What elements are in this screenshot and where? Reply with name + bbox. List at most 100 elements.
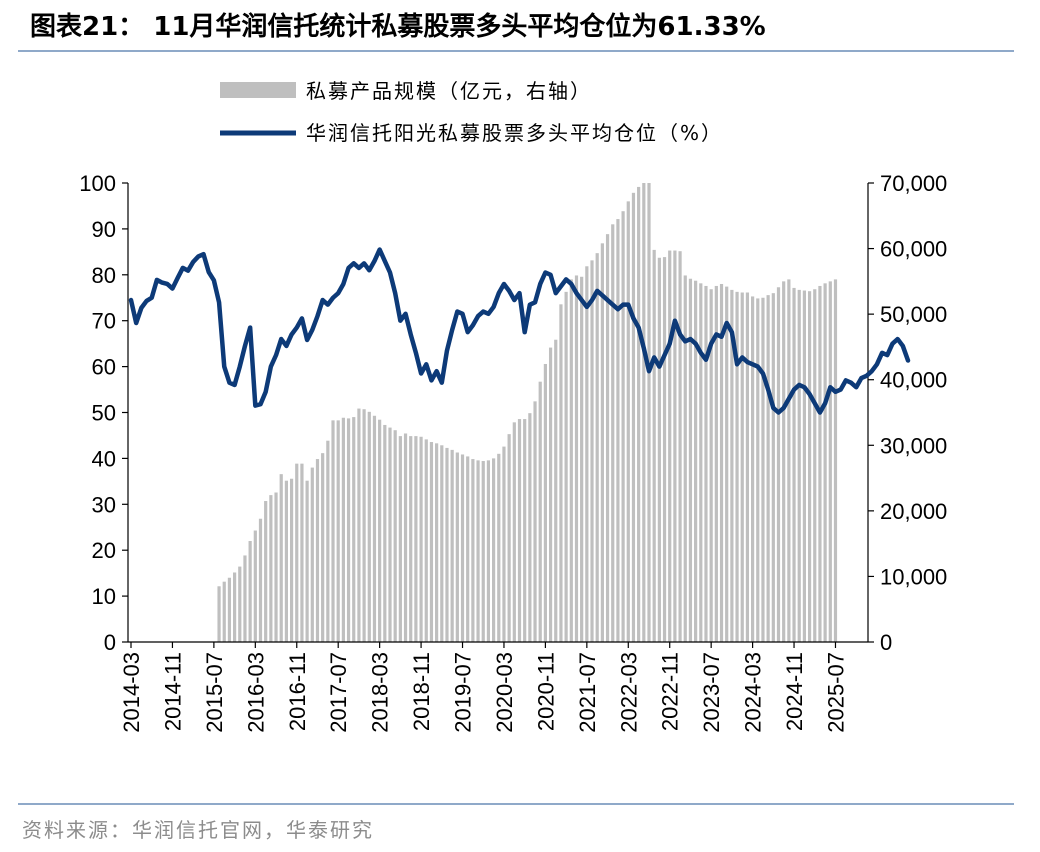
x-tick-label: 2022-03 [616, 652, 641, 733]
bar [771, 293, 775, 642]
bar [823, 283, 827, 642]
bar [289, 478, 294, 642]
y-left-tick-label: 20 [92, 538, 116, 563]
bar [238, 566, 242, 642]
bar [657, 257, 661, 642]
bar [321, 453, 325, 642]
bar [792, 287, 796, 642]
bar [455, 452, 459, 642]
bar [756, 298, 760, 642]
y-left-tick-label: 30 [92, 492, 116, 517]
bar [300, 463, 304, 642]
bar [486, 460, 491, 642]
x-tick-label: 2017-07 [326, 652, 351, 733]
bar [352, 417, 356, 642]
bar [683, 275, 687, 642]
y-right-tick-label: 10,000 [880, 564, 947, 589]
bar [429, 442, 434, 642]
legend-line-label: 华润信托阳光私募股票多头平均仓位（%） [306, 121, 723, 145]
bar [590, 260, 594, 642]
bar [766, 295, 770, 642]
bar [507, 434, 511, 642]
bar [637, 186, 641, 642]
bar [704, 285, 708, 642]
bar [694, 280, 698, 642]
y-right-tick-label: 60,000 [880, 237, 947, 262]
top-rule [18, 50, 1014, 52]
y-right-tick-label: 40,000 [880, 368, 947, 393]
bar [647, 183, 651, 642]
bar [761, 297, 765, 642]
bar [295, 463, 299, 642]
y-left-tick-label: 50 [92, 401, 116, 426]
bar [548, 347, 553, 642]
x-tick-label: 2024-03 [741, 652, 766, 733]
y-right-tick-label: 20,000 [880, 499, 947, 524]
page-title: 图表21： 11月华润信托统计私募股票多头平均仓位为61.33% [30, 12, 766, 42]
bar [336, 420, 340, 642]
bar [533, 401, 537, 642]
y-right-tick-label: 50,000 [880, 302, 947, 327]
bar [776, 287, 781, 642]
bar [740, 292, 744, 642]
x-tick-label: 2018-03 [368, 652, 393, 733]
bar [523, 419, 527, 642]
bar [341, 417, 345, 642]
legend-bar-label: 私募产品规模（亿元，右轴） [306, 79, 592, 103]
bar [310, 467, 314, 642]
bar [678, 251, 682, 642]
bar [730, 289, 734, 642]
bar [424, 439, 428, 642]
bar [326, 440, 330, 642]
bar [383, 424, 387, 642]
x-tick-label: 2025-07 [823, 652, 848, 733]
y-right-tick-label: 30,000 [880, 433, 947, 458]
x-tick-label: 2021-07 [575, 652, 600, 733]
bar [709, 289, 713, 642]
bar [284, 480, 288, 642]
bar [409, 436, 413, 642]
bar [481, 461, 485, 642]
bar [735, 291, 739, 642]
bar [403, 433, 408, 642]
bar [813, 289, 817, 642]
bar [315, 459, 320, 642]
y-left-tick-label: 0 [104, 630, 116, 655]
bar [818, 285, 822, 642]
bar [751, 296, 755, 642]
bar [554, 339, 558, 642]
bar [419, 436, 423, 642]
bar [543, 363, 547, 642]
bar [569, 279, 573, 642]
bar [668, 250, 672, 643]
bar [445, 447, 449, 642]
bar [497, 453, 501, 642]
bar [833, 279, 838, 642]
bar [616, 219, 620, 642]
bar [378, 419, 382, 642]
bar [699, 283, 703, 642]
bar [611, 224, 615, 642]
bar [802, 290, 806, 642]
bar [227, 577, 232, 642]
bar [600, 243, 604, 642]
x-tick-label: 2016-03 [243, 652, 268, 733]
x-tick-label: 2019-07 [451, 652, 476, 733]
x-tick-label: 2016-11 [285, 652, 310, 731]
bar [782, 281, 786, 642]
y-left-tick-label: 60 [92, 355, 116, 380]
bar [673, 250, 677, 643]
bar [564, 291, 568, 642]
bar [362, 409, 366, 642]
bar [688, 278, 693, 642]
bar [585, 266, 589, 642]
bar [414, 436, 418, 642]
bar [233, 572, 237, 642]
bar [305, 480, 309, 642]
bar [807, 291, 812, 642]
x-tick-label: 2024-11 [782, 652, 807, 731]
bar [502, 446, 506, 642]
bar [662, 257, 667, 642]
bar [274, 492, 278, 642]
